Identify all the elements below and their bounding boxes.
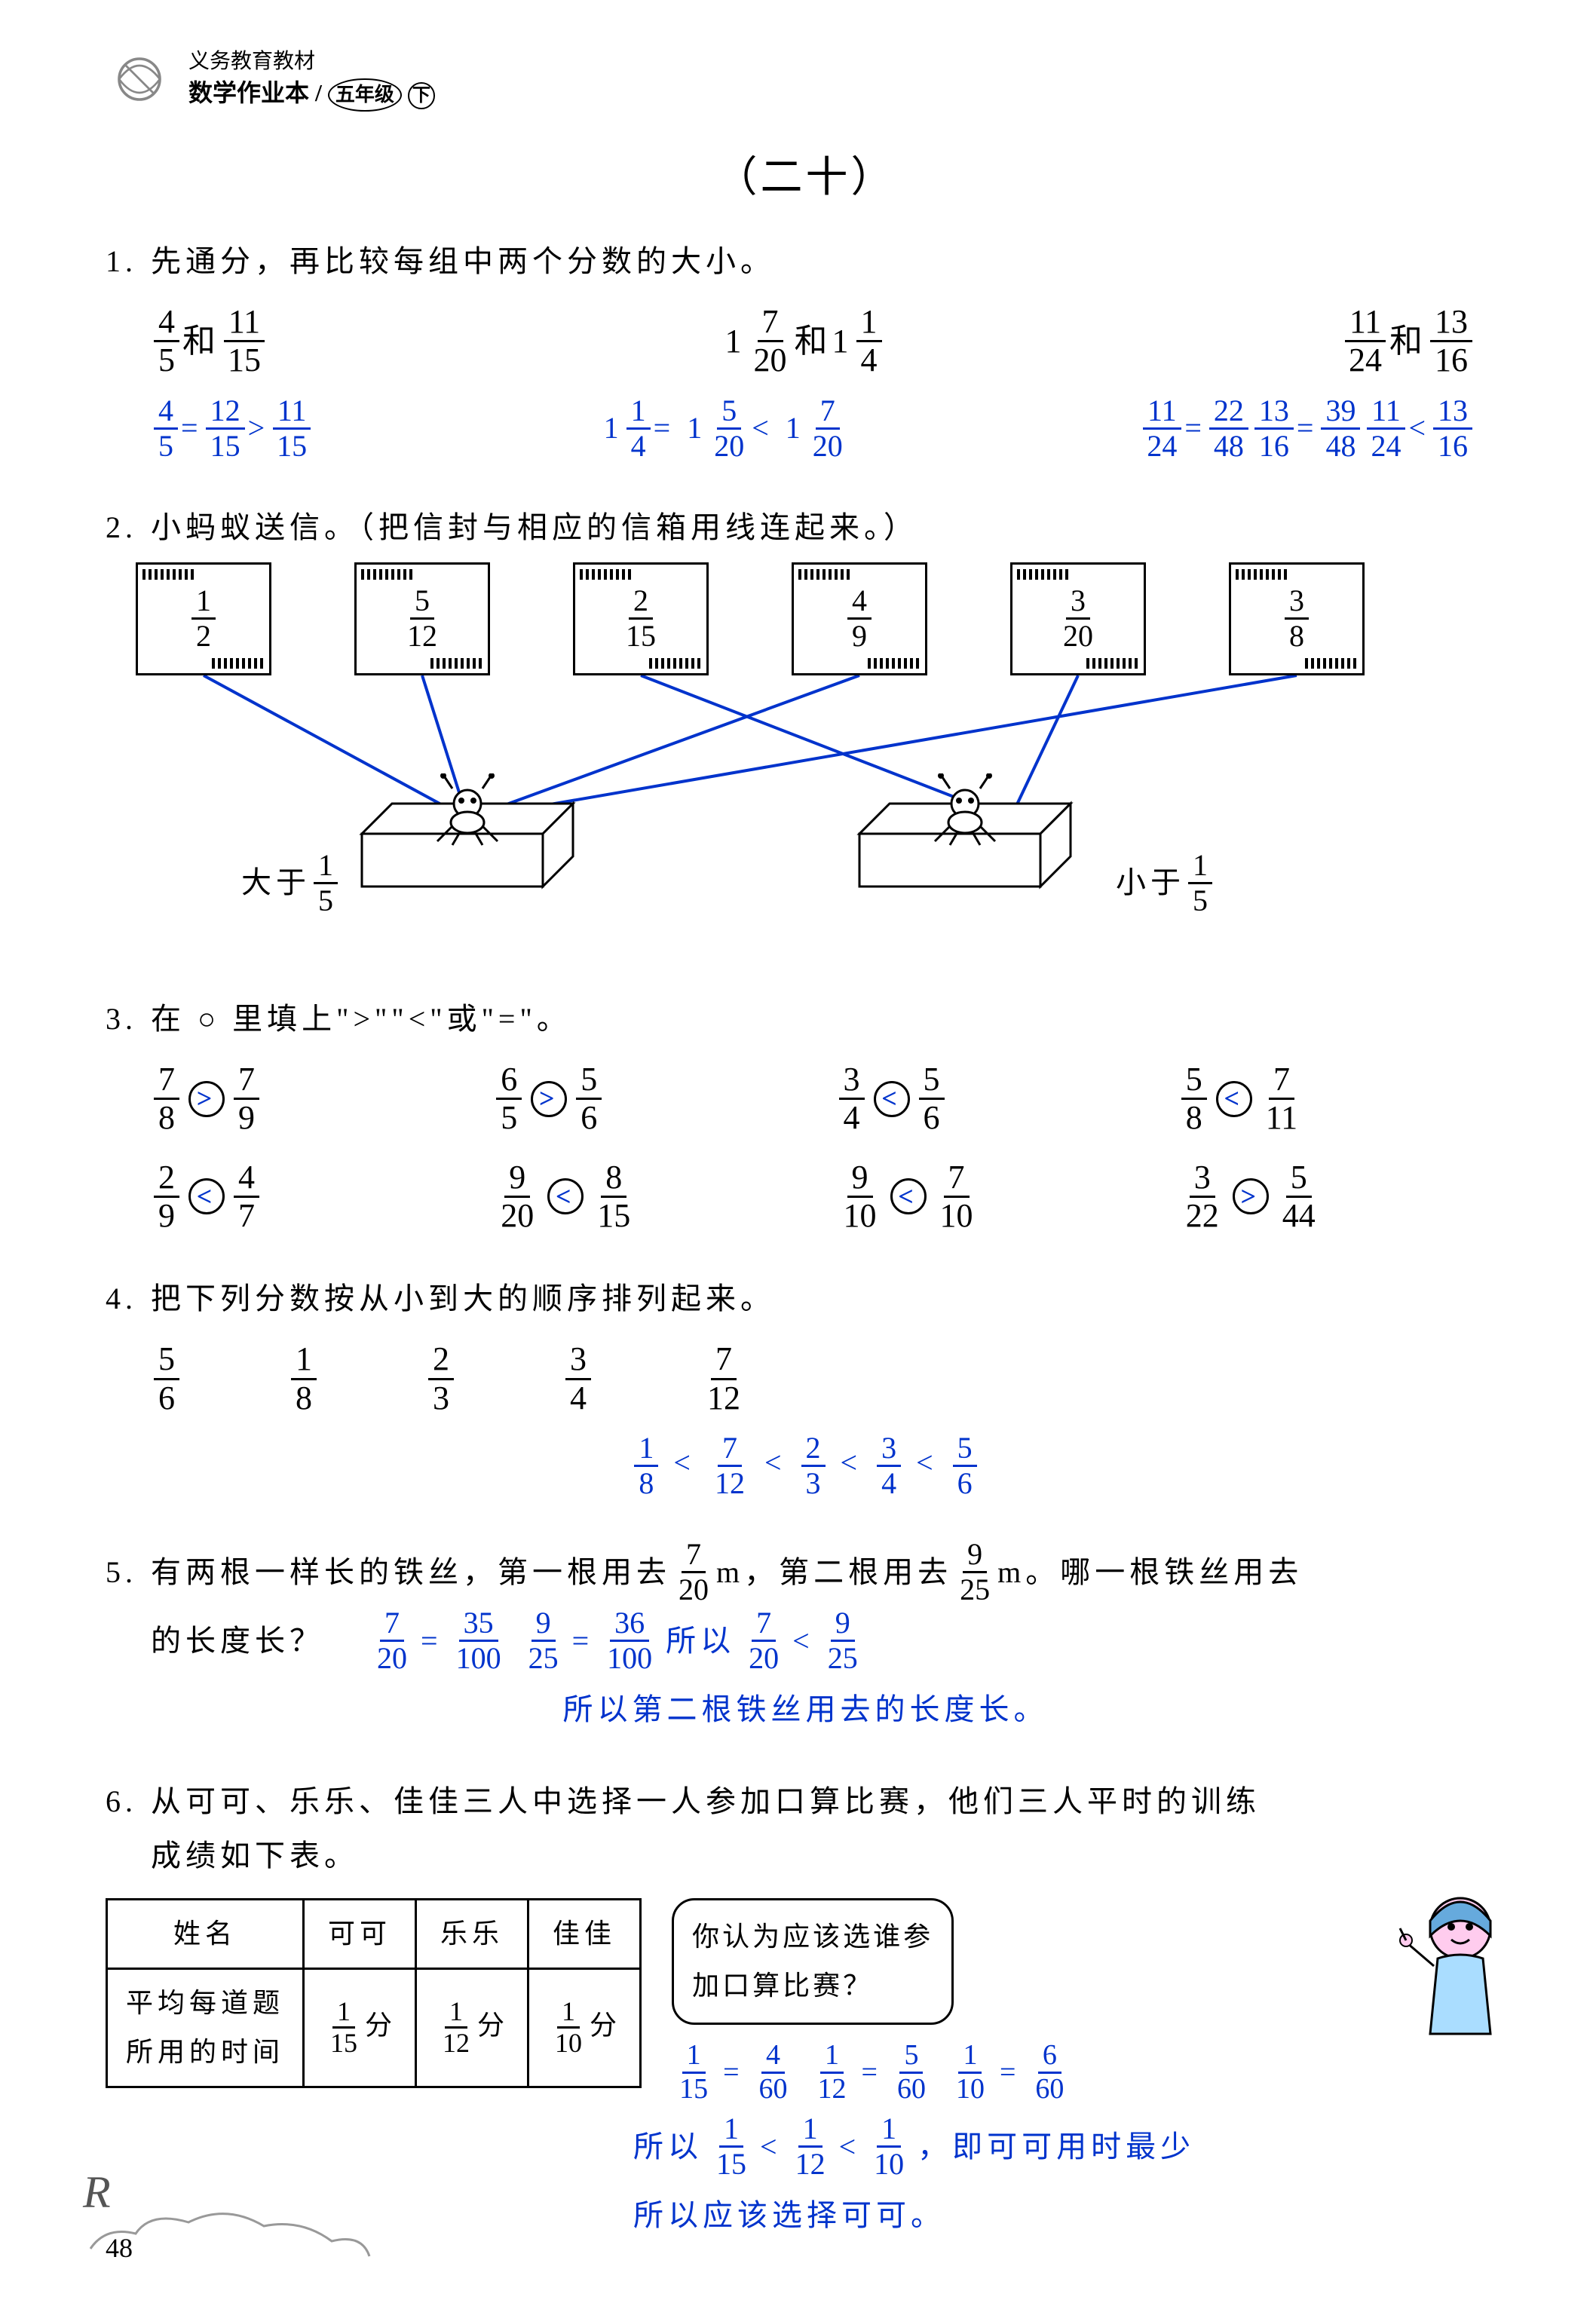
- q6-ans2-fracs: 115 < 112 < 110: [709, 2112, 911, 2181]
- envelope: 38: [1229, 562, 1365, 675]
- envelope: 12: [136, 562, 271, 675]
- q3-grid: 78>79 65>56 34<56 58<711 29<47 920<815 910<710…: [106, 1046, 1506, 1235]
- q6-table: 姓名可可乐乐佳佳 平均每道题所用的时间115分112分110分: [106, 1898, 642, 2087]
- q1-answers-row: 45 = 1215 > 1115 114 = 1520 < 1720 1124 = …: [106, 394, 1506, 463]
- table-cell: 110分: [528, 1968, 641, 2087]
- q5-text-d: 的长度长？: [106, 1614, 324, 1668]
- envelope: 512: [354, 562, 490, 675]
- comparison-circle[interactable]: >: [1233, 1178, 1269, 1214]
- q6-text-b: 成绩如下表。: [106, 1829, 359, 1883]
- q3-item: 65>56: [493, 1061, 790, 1137]
- q6-answer-2: 所以 115 < 112 < 110 ，即可可用时最少: [106, 2112, 1506, 2181]
- semester-circle: 下: [408, 82, 435, 109]
- table-cell: 112分: [416, 1968, 528, 2087]
- q5-frac2: 925: [952, 1538, 997, 1606]
- problem-6: 6. 从可可、乐乐、佳佳三人中选择一人参加口算比赛，他们三人平时的训练 成绩如下…: [106, 1775, 1506, 2243]
- q5-num: 5.: [106, 1545, 151, 1600]
- table-header-cell: 可可: [304, 1900, 416, 1969]
- comparison-circle[interactable]: >: [188, 1081, 225, 1117]
- problem-4: 4. 把下列分数按从小到大的顺序排列起来。 56 18 23 34 712 18 < 7…: [106, 1272, 1506, 1500]
- q1-item: 45和1115: [151, 304, 268, 379]
- header-line2: 数学作业本 / 五年级 下: [188, 76, 435, 112]
- q4-frac: 34: [562, 1341, 594, 1416]
- problem-2: 2. 小蚂蚁送信。（把信封与相应的信箱用线连起来。） 12 512 215 49 320…: [106, 501, 1506, 954]
- q4-frac: 712: [700, 1341, 748, 1416]
- q3-text: 在 ○ 里填上">""<"或"="。: [151, 992, 571, 1046]
- q4-num: 4.: [106, 1272, 151, 1326]
- platform-icon: [829, 773, 1101, 924]
- kid-icon: [1370, 1883, 1521, 2079]
- q4-answer: 18 < 712 < 23 < 34 < 56: [106, 1432, 1506, 1500]
- q5-frac1: 720: [671, 1538, 716, 1606]
- q5-answer: 720 = 35100 925 = 36100 所以 720 < 925: [369, 1606, 865, 1675]
- q2-text: 小蚂蚁送信。（把信封与相应的信箱用线连起来。）: [151, 501, 918, 555]
- table-row-label: 平均每道题所用的时间: [107, 1968, 304, 2087]
- q1-text: 先通分，再比较每组中两个分数的大小。: [151, 234, 775, 289]
- q6-right: 你认为应该选谁参 加口算比赛？ 115 =: [672, 1898, 1506, 2105]
- q6-table-header: 姓名可可乐乐佳佳: [107, 1900, 641, 1969]
- page-number: 48: [106, 2232, 133, 2264]
- header-text: 义务教育教材 数学作业本 / 五年级 下: [188, 47, 435, 112]
- envelope: 215: [573, 562, 709, 675]
- q1-answer: 114 = 1520 < 1720: [604, 394, 850, 463]
- q5-text-c: m。哪一根铁丝用去: [997, 1545, 1303, 1600]
- q6-num: 6.: [106, 1775, 151, 1829]
- chapter-title: （二十）: [106, 143, 1506, 204]
- platform-icon: [332, 773, 603, 924]
- q4-frac: 18: [288, 1341, 320, 1416]
- table-header-cell: 乐乐: [416, 1900, 528, 1969]
- q3-item: 78>79: [151, 1061, 448, 1137]
- table-header-cell: 佳佳: [528, 1900, 641, 1969]
- comparison-circle[interactable]: <: [188, 1178, 225, 1214]
- publisher-logo: [106, 45, 173, 113]
- q1-num: 1.: [106, 234, 151, 289]
- q3-item: 920<815: [493, 1159, 790, 1235]
- envelope: 49: [792, 562, 927, 675]
- speech-bubble: 你认为应该选谁参 加口算比赛？: [672, 1898, 954, 2025]
- q3-item: 322>544: [1178, 1159, 1475, 1235]
- right-label: 小于15: [1116, 849, 1215, 917]
- page-header: 义务教育教材 数学作业本 / 五年级 下: [106, 45, 1506, 113]
- q4-fractions: 56 18 23 34 712: [106, 1341, 1506, 1416]
- q4-frac: 56: [151, 1341, 182, 1416]
- problem-1: 1. 先通分，再比较每组中两个分数的大小。 45和1115 1720和114 112…: [106, 234, 1506, 463]
- q1-answer: 1124 = 2248 1316 = 3948 1124 < 1316: [1139, 394, 1475, 463]
- q3-item: 910<710: [836, 1159, 1133, 1235]
- q3-item: 58<711: [1178, 1061, 1475, 1137]
- q3-item: 34<56: [836, 1061, 1133, 1137]
- comparison-circle[interactable]: <: [890, 1178, 927, 1214]
- q1-answer: 45 = 1215 > 1115: [151, 394, 314, 463]
- q3-item: 29<47: [151, 1159, 448, 1235]
- comparison-circle[interactable]: <: [874, 1081, 910, 1117]
- q4-text: 把下列分数按从小到大的顺序排列起来。: [151, 1272, 775, 1326]
- problem-5: 5. 有两根一样长的铁丝，第一根用去 720 m，第二根用去 925 m。哪一根…: [106, 1538, 1506, 1737]
- header-line1: 义务教育教材: [188, 47, 435, 76]
- q5-text-a: 有两根一样长的铁丝，第一根用去: [151, 1545, 671, 1600]
- envelope: 320: [1010, 562, 1146, 675]
- problem-3: 3. 在 ○ 里填上">""<"或"="。 78>79 65>56 34<56 58<…: [106, 992, 1506, 1235]
- grade-oval: 五年级: [328, 78, 402, 112]
- left-label: 大于15: [241, 849, 341, 917]
- comparison-circle[interactable]: <: [547, 1178, 584, 1214]
- q4-frac: 23: [425, 1341, 457, 1416]
- q1-items-row: 45和1115 1720和114 1124和1316: [106, 304, 1506, 379]
- q5-text-b: m，第二根用去: [716, 1545, 952, 1600]
- comparison-circle[interactable]: >: [531, 1081, 567, 1117]
- q3-num: 3.: [106, 992, 151, 1046]
- q1-item: 1720和114: [725, 304, 885, 379]
- q5-conclusion: 所以第二根铁丝用去的长度长。: [106, 1683, 1506, 1737]
- q2-diagram: 12 512 215 49 320 38 大于15 小于15: [106, 562, 1506, 954]
- q2-num: 2.: [106, 501, 151, 555]
- q1-item: 1124和1316: [1341, 304, 1475, 379]
- q6-table-row: 平均每道题所用的时间115分112分110分: [107, 1968, 641, 2087]
- table-cell: 115分: [304, 1968, 416, 2087]
- table-header-cell: 姓名: [107, 1900, 304, 1969]
- worksheet-page: 义务教育教材 数学作业本 / 五年级 下 （二十） 1. 先通分，再比较每组中两…: [0, 0, 1596, 2309]
- comparison-circle[interactable]: <: [1216, 1081, 1252, 1117]
- q6-text-a: 从可可、乐乐、佳佳三人中选择一人参加口算比赛，他们三人平时的训练: [151, 1775, 1261, 1829]
